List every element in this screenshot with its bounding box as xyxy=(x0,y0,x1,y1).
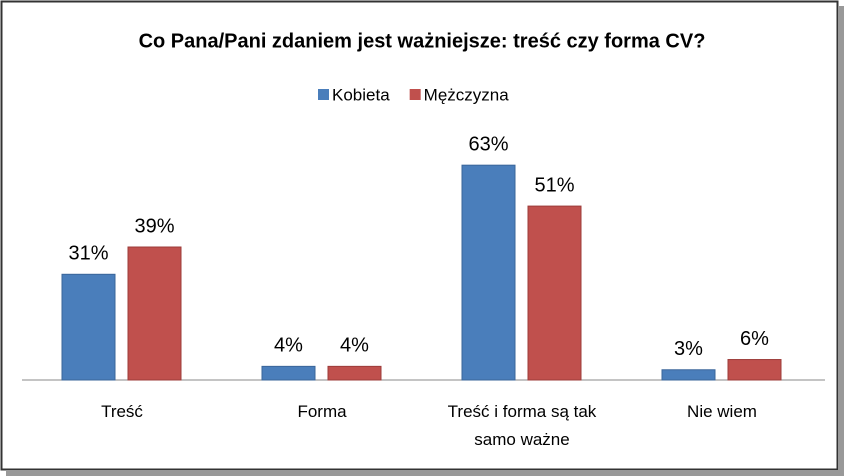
x-tick-label: Forma xyxy=(297,402,347,421)
x-tick-label: Treść i forma są tak samo ważne xyxy=(447,402,597,449)
value-label: 4% xyxy=(274,335,303,357)
value-label: 31% xyxy=(68,243,108,265)
value-label: 51% xyxy=(534,174,574,196)
bar xyxy=(661,369,716,381)
frame-shadow xyxy=(6,470,844,476)
bar xyxy=(527,205,582,381)
bar xyxy=(127,246,182,381)
value-label: 4% xyxy=(340,335,369,357)
frame-shadow xyxy=(838,6,844,474)
legend-label: Mężczyzna xyxy=(424,85,510,104)
legend-label: Kobieta xyxy=(332,85,390,104)
value-label: 3% xyxy=(674,338,703,360)
x-tick-label: Nie wiem xyxy=(687,402,757,421)
bar xyxy=(261,365,316,381)
value-label: 6% xyxy=(740,328,769,350)
x-tick-label: Treść xyxy=(101,402,143,421)
legend-swatch xyxy=(409,89,421,100)
chart-title: Co Pana/Pani zdaniem jest ważniejsze: tr… xyxy=(139,30,706,52)
value-label: 39% xyxy=(134,215,174,237)
bar xyxy=(461,164,516,381)
legend-swatch xyxy=(318,89,329,100)
bar xyxy=(327,365,382,381)
bar xyxy=(727,359,782,381)
bar xyxy=(61,273,116,381)
value-label: 63% xyxy=(468,133,508,155)
